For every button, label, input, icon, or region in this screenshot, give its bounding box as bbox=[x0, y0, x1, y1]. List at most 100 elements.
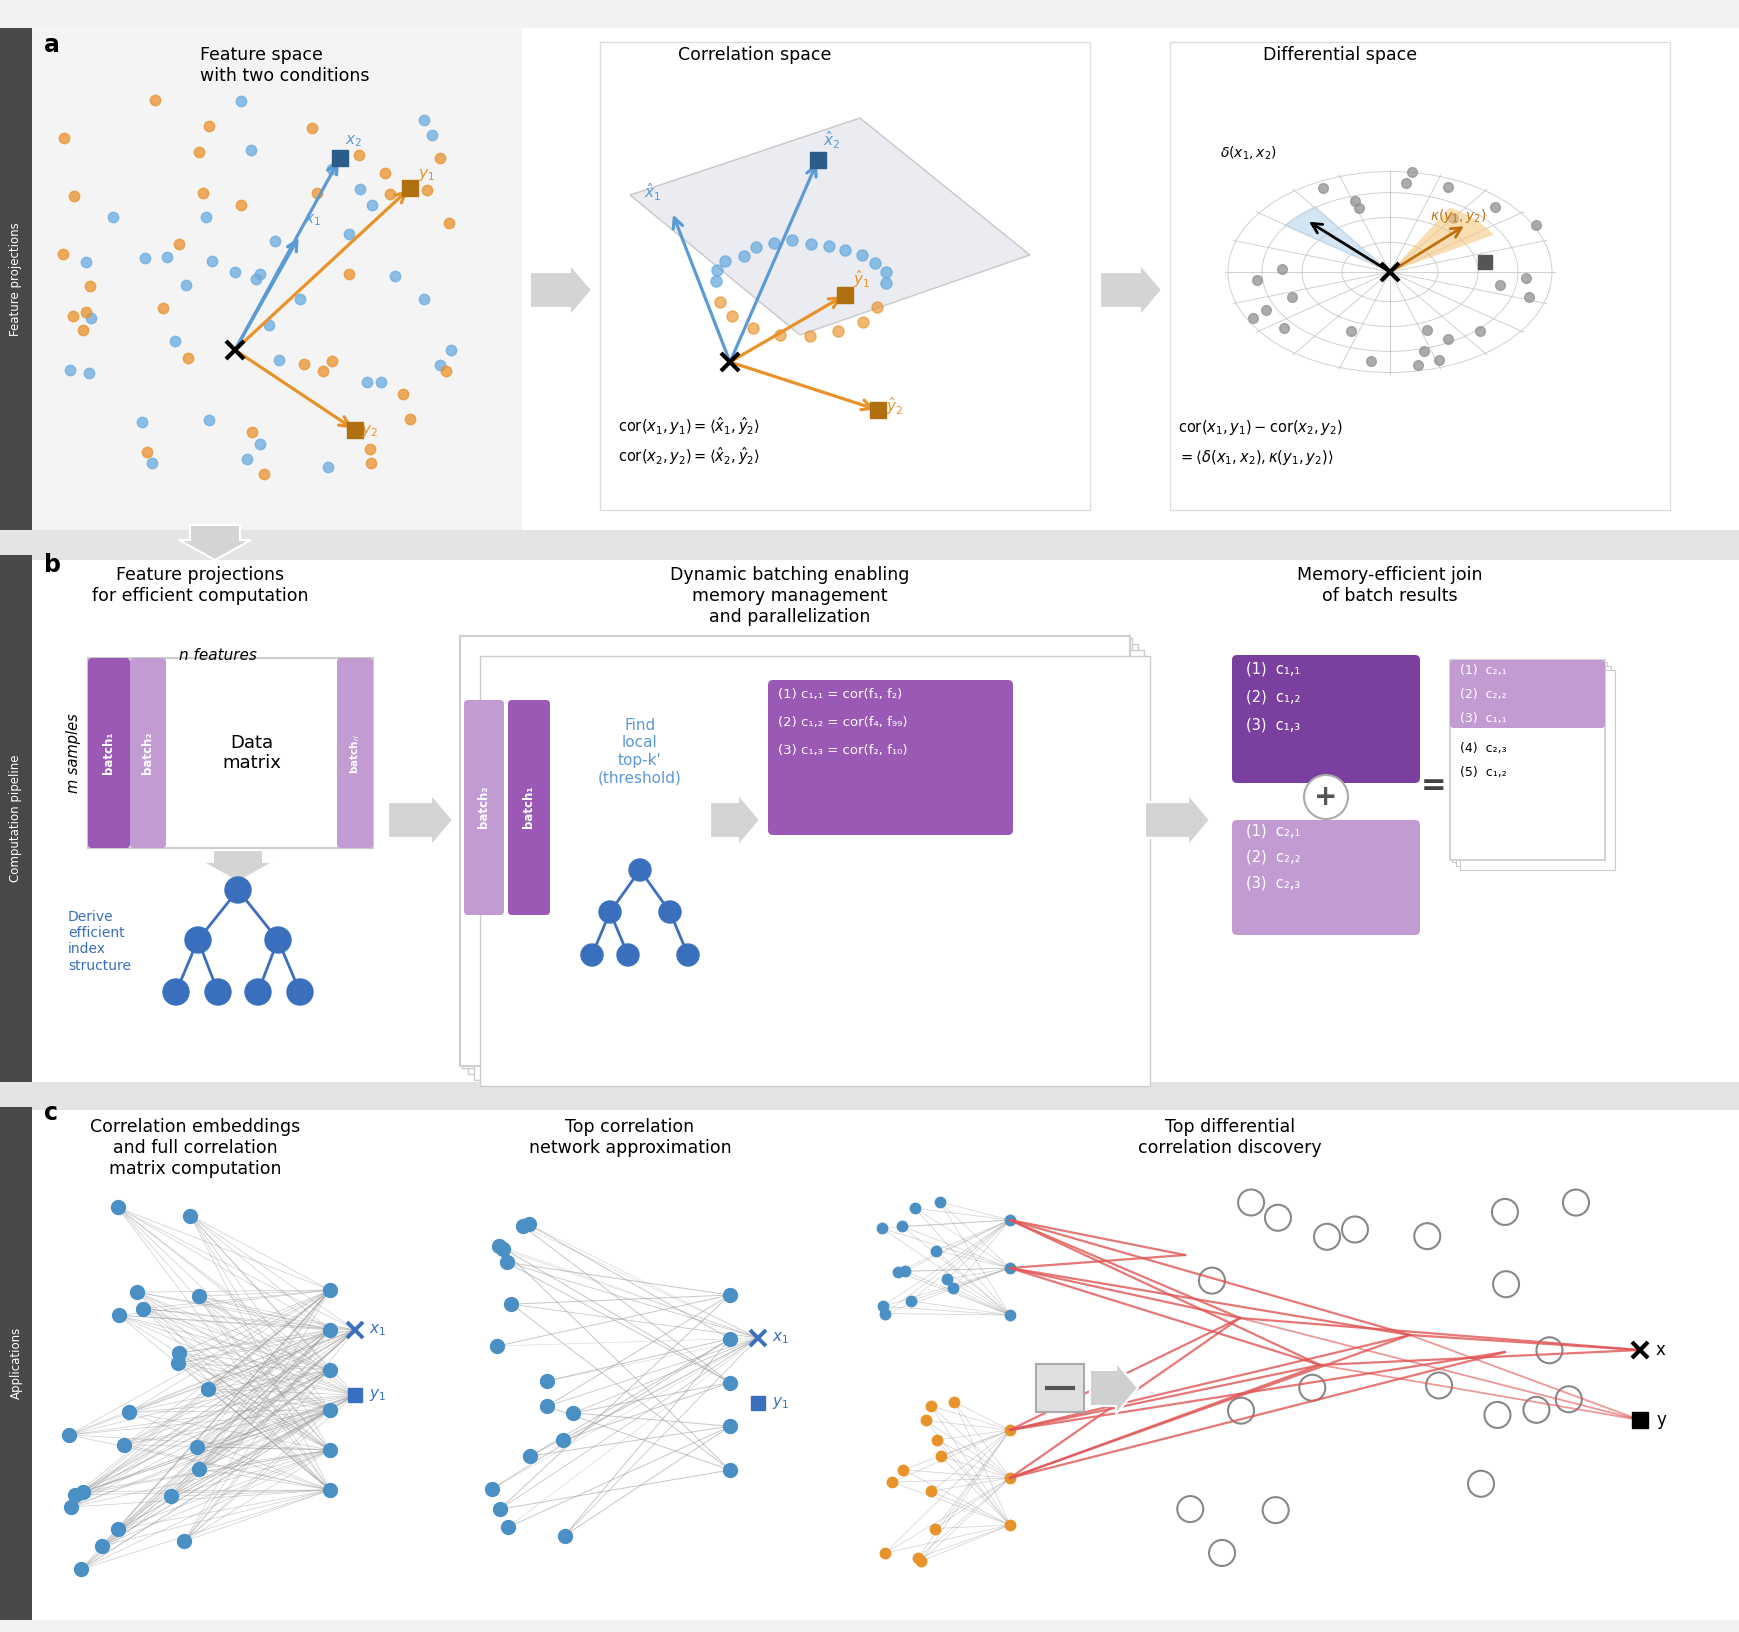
Text: (3)  c₂,₃: (3) c₂,₃ bbox=[1245, 876, 1299, 891]
Circle shape bbox=[184, 927, 210, 953]
Text: Computation pipeline: Computation pipeline bbox=[9, 754, 23, 881]
Bar bbox=[31, 28, 522, 530]
Text: b: b bbox=[43, 553, 61, 578]
Circle shape bbox=[1426, 1373, 1452, 1399]
Text: a: a bbox=[43, 33, 59, 57]
FancyBboxPatch shape bbox=[1449, 659, 1603, 728]
Polygon shape bbox=[1389, 207, 1494, 273]
Text: batch$_{n'}$: batch$_{n'}$ bbox=[348, 733, 362, 774]
Text: (3)  c₁,₁: (3) c₁,₁ bbox=[1459, 712, 1506, 725]
Circle shape bbox=[1414, 1222, 1440, 1248]
Text: Correlation embeddings
and full correlation
matrix computation: Correlation embeddings and full correlat… bbox=[90, 1118, 299, 1178]
FancyArrow shape bbox=[202, 850, 273, 881]
Circle shape bbox=[1492, 1271, 1518, 1297]
Bar bbox=[1450, 663, 1607, 862]
Text: batch₁: batch₁ bbox=[522, 785, 536, 829]
Circle shape bbox=[1177, 1497, 1203, 1523]
Bar bbox=[1449, 659, 1603, 860]
Text: $\kappa(y_1, y_2)$: $\kappa(y_1, y_2)$ bbox=[1429, 207, 1485, 225]
Bar bbox=[31, 28, 1739, 530]
FancyBboxPatch shape bbox=[464, 700, 504, 916]
FancyBboxPatch shape bbox=[89, 658, 130, 849]
Circle shape bbox=[1263, 1497, 1289, 1523]
Text: $y_1$: $y_1$ bbox=[417, 166, 435, 183]
Text: $\mathrm{cor}(x_2, y_2) = \langle\hat{x}_2, \hat{y}_2\rangle$: $\mathrm{cor}(x_2, y_2) = \langle\hat{x}… bbox=[617, 446, 760, 467]
Bar bbox=[0, 555, 31, 1082]
Text: y: y bbox=[1656, 1412, 1664, 1430]
Bar bbox=[31, 555, 1739, 1082]
Circle shape bbox=[598, 901, 621, 924]
Bar bbox=[0, 1082, 1739, 1110]
Text: =: = bbox=[1421, 770, 1447, 800]
Text: (4)  c₂,₃: (4) c₂,₃ bbox=[1459, 743, 1506, 756]
FancyArrow shape bbox=[388, 795, 452, 845]
Bar bbox=[480, 656, 1149, 1085]
Circle shape bbox=[1238, 1190, 1263, 1216]
Circle shape bbox=[1483, 1402, 1509, 1428]
Text: Feature projections
for efficient computation: Feature projections for efficient comput… bbox=[92, 566, 308, 605]
FancyBboxPatch shape bbox=[508, 700, 550, 916]
Text: (1)  c₂,₁: (1) c₂,₁ bbox=[1459, 664, 1506, 677]
FancyArrow shape bbox=[1089, 1363, 1137, 1413]
Text: (5)  c₁,₂: (5) c₁,₂ bbox=[1459, 765, 1506, 778]
Text: batch₁: batch₁ bbox=[103, 731, 115, 774]
Text: Top differential
correlation discovery: Top differential correlation discovery bbox=[1137, 1118, 1322, 1157]
Text: Find
local
top-k'
(threshold): Find local top-k' (threshold) bbox=[598, 718, 682, 785]
Circle shape bbox=[264, 927, 290, 953]
Bar bbox=[31, 1106, 1739, 1621]
FancyBboxPatch shape bbox=[337, 658, 372, 849]
Text: (2)  c₂,₂: (2) c₂,₂ bbox=[1459, 689, 1506, 702]
Text: m samples: m samples bbox=[66, 713, 82, 793]
Text: Differential space: Differential space bbox=[1263, 46, 1416, 64]
Text: c: c bbox=[43, 1102, 57, 1124]
Text: (1) c₁,₁ = cor(f₁, f₂): (1) c₁,₁ = cor(f₁, f₂) bbox=[777, 689, 903, 702]
Bar bbox=[459, 636, 1129, 1066]
FancyBboxPatch shape bbox=[130, 658, 165, 849]
Circle shape bbox=[1523, 1397, 1548, 1423]
Text: Data
matrix: Data matrix bbox=[223, 734, 282, 772]
Circle shape bbox=[1198, 1268, 1224, 1294]
FancyArrow shape bbox=[530, 264, 591, 317]
Text: (3)  c₁,₃: (3) c₁,₃ bbox=[1245, 716, 1299, 733]
Circle shape bbox=[1555, 1386, 1581, 1412]
Text: (2) c₁,₂ = cor(f₄, f₉₉): (2) c₁,₂ = cor(f₄, f₉₉) bbox=[777, 716, 908, 730]
Text: (3) c₁,₃ = cor(f₂, f₁₀): (3) c₁,₃ = cor(f₂, f₁₀) bbox=[777, 744, 908, 757]
Text: $y_1$: $y_1$ bbox=[369, 1387, 386, 1404]
Bar bbox=[0, 530, 1739, 560]
Text: Applications: Applications bbox=[9, 1327, 23, 1399]
Text: batch₂: batch₂ bbox=[476, 785, 490, 829]
Circle shape bbox=[1468, 1470, 1494, 1497]
Circle shape bbox=[1209, 1541, 1235, 1567]
Polygon shape bbox=[630, 118, 1029, 335]
Text: +: + bbox=[1313, 783, 1337, 811]
Text: Memory-efficient join
of batch results: Memory-efficient join of batch results bbox=[1297, 566, 1482, 605]
Circle shape bbox=[1562, 1190, 1588, 1216]
Circle shape bbox=[628, 858, 650, 881]
FancyArrow shape bbox=[1144, 795, 1209, 845]
Circle shape bbox=[1228, 1397, 1254, 1423]
Text: (1)  c₁,₁: (1) c₁,₁ bbox=[1245, 661, 1299, 676]
Text: $\hat{y}_1$: $\hat{y}_1$ bbox=[852, 268, 870, 290]
Text: $\mathrm{cor}(x_1, y_1) = \langle\hat{x}_1, \hat{y}_2\rangle$: $\mathrm{cor}(x_1, y_1) = \langle\hat{x}… bbox=[617, 415, 760, 437]
Text: (2)  c₂,₂: (2) c₂,₂ bbox=[1245, 850, 1299, 865]
Bar bbox=[0, 1106, 31, 1621]
Circle shape bbox=[617, 943, 638, 966]
Circle shape bbox=[1264, 1204, 1290, 1231]
Bar bbox=[468, 645, 1137, 1074]
Text: $\hat{x}_2$: $\hat{x}_2$ bbox=[823, 129, 840, 150]
Bar bbox=[89, 658, 372, 849]
Circle shape bbox=[581, 943, 603, 966]
Bar bbox=[1456, 666, 1610, 867]
Circle shape bbox=[245, 979, 271, 1005]
Circle shape bbox=[163, 979, 190, 1005]
Text: Correlation space: Correlation space bbox=[678, 46, 831, 64]
Circle shape bbox=[287, 979, 313, 1005]
FancyBboxPatch shape bbox=[767, 681, 1012, 836]
Text: Top correlation
network approximation: Top correlation network approximation bbox=[529, 1118, 730, 1157]
Text: Feature projections: Feature projections bbox=[9, 222, 23, 336]
Circle shape bbox=[1341, 1216, 1367, 1242]
Circle shape bbox=[676, 943, 699, 966]
Circle shape bbox=[1536, 1337, 1562, 1363]
Bar bbox=[1169, 42, 1669, 509]
Circle shape bbox=[1303, 775, 1348, 819]
